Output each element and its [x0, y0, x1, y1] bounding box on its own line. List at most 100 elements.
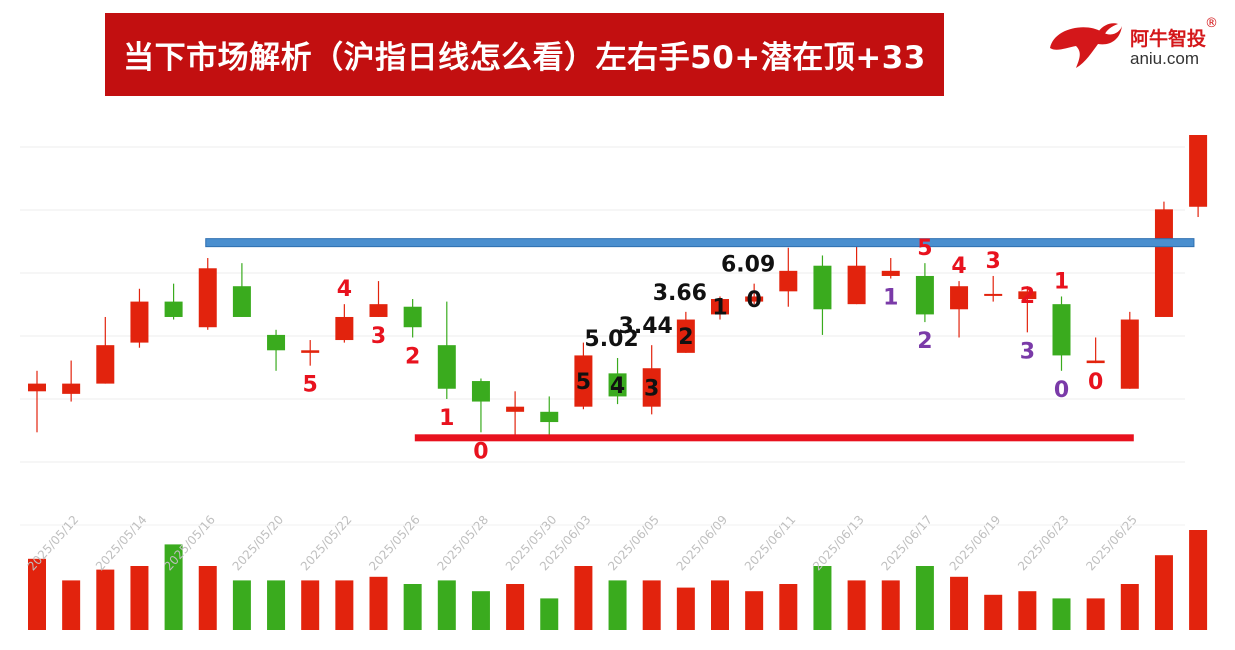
- candle-body: [950, 286, 969, 310]
- chart-annotation-label: 5: [917, 236, 932, 261]
- volume-bar: [267, 580, 286, 630]
- logo-site: aniu.com: [1130, 49, 1199, 68]
- candle-body: [1052, 304, 1071, 356]
- candle-body: [506, 406, 525, 412]
- registered-mark: ®: [1205, 16, 1218, 31]
- volume-bar: [779, 584, 798, 630]
- volume-bar: [335, 580, 354, 630]
- candle-body: [881, 270, 900, 276]
- volume-bar: [437, 580, 456, 630]
- volume-bar: [1189, 530, 1208, 630]
- volume-bar: [711, 580, 729, 630]
- volume-bar: [915, 566, 934, 630]
- candle-body: [471, 381, 490, 402]
- candle-body: [608, 373, 627, 397]
- candle-body: [984, 293, 1003, 296]
- candle-body: [403, 306, 422, 328]
- volume-bar: [950, 576, 969, 630]
- volume-bar: [1052, 598, 1071, 630]
- candle-body: [369, 304, 388, 317]
- logo-name: 阿牛智投: [1130, 28, 1207, 50]
- candle-body: [676, 319, 695, 353]
- x-tick-label: 2025/06/25: [1083, 513, 1140, 574]
- candle-body: [1154, 209, 1173, 317]
- x-tick-label: 2025/05/14: [93, 513, 150, 574]
- volume-bar: [676, 587, 695, 630]
- x-tick-label: 2025/06/13: [810, 513, 867, 574]
- candle-body: [847, 265, 866, 305]
- candle-body: [28, 383, 46, 392]
- x-tick-label: 2025/06/17: [878, 513, 935, 574]
- candle-body: [335, 316, 354, 341]
- volume-bar: [574, 566, 593, 630]
- volume-bar: [813, 566, 832, 630]
- chart-annotation-label: 2: [1020, 284, 1035, 309]
- volume-bar: [369, 576, 388, 630]
- volume-bar: [1018, 591, 1037, 630]
- candle-body: [1018, 291, 1037, 300]
- volume-bar: [506, 584, 525, 630]
- chart-annotation-label: 4: [337, 277, 352, 302]
- x-tick-label: 2025/06/05: [605, 513, 662, 574]
- bull-logo-icon: [1050, 23, 1122, 68]
- chart-annotation-label: 3.66: [653, 281, 707, 306]
- volume-bar: [847, 580, 866, 630]
- chart-annotation-label: 5: [303, 373, 318, 398]
- volume-bar: [198, 566, 217, 630]
- chart-annotation-label: 2: [917, 329, 932, 354]
- chart-annotation-label: 1: [883, 286, 898, 311]
- candle-body: [437, 345, 456, 389]
- volume-bar: [984, 594, 1003, 630]
- chart-annotation-label: 2: [405, 344, 420, 369]
- chart-annotation-label: 5: [576, 370, 591, 395]
- page-title: 当下市场解析（沪指日线怎么看）左右手50+潜在顶+33: [123, 40, 926, 76]
- chart-annotation-label: 1: [1054, 269, 1069, 294]
- candle-body: [301, 350, 320, 353]
- volume-bar: [62, 580, 81, 630]
- chart-annotation-label: 0: [1054, 378, 1069, 403]
- x-tick-label: 2025/05/12: [25, 513, 82, 574]
- x-tick-label: 2025/05/26: [366, 513, 423, 574]
- volume-bar: [403, 584, 422, 630]
- candle-body: [232, 286, 251, 317]
- candle-body: [745, 296, 764, 302]
- chart-annotation-label: 3: [986, 249, 1001, 274]
- chart-annotation-label: 0: [1088, 370, 1103, 395]
- volume-bar: [1154, 555, 1173, 630]
- volume-bar: [608, 580, 627, 630]
- volume-bar: [540, 598, 559, 630]
- brand-logo: 阿牛智投 ® aniu.com: [1040, 14, 1230, 74]
- support-line: [414, 434, 1134, 442]
- volume-bar: [232, 580, 251, 630]
- x-tick-label: 2025/05/20: [230, 513, 287, 574]
- volume-bar: [471, 591, 490, 630]
- candle-body: [267, 334, 286, 351]
- chart-annotation-label: 3.44: [619, 314, 673, 339]
- x-tick-label: 2025/06/09: [674, 513, 731, 574]
- chart-annotation-label: 1: [712, 296, 727, 321]
- candle-body: [915, 275, 934, 315]
- chart-annotation-label: 4: [951, 254, 966, 279]
- candle-body: [642, 368, 661, 407]
- chart-annotation-label: 6.09: [721, 253, 775, 278]
- chart-annotation-label: 4: [610, 374, 625, 399]
- chart-annotation-label: 2: [678, 325, 693, 350]
- chart-annotation-label: 1: [439, 406, 454, 431]
- x-tick-label: 2025/05/22: [298, 513, 355, 574]
- candle-body: [130, 301, 149, 343]
- candle-body: [779, 270, 798, 292]
- candle-body: [540, 411, 559, 423]
- chart-annotation-label: 0: [473, 439, 488, 464]
- chart-annotation-label: 0: [746, 288, 761, 313]
- volume-bar: [642, 580, 661, 630]
- x-tick-label: 2025/05/28: [434, 513, 491, 574]
- resistance-line: [205, 238, 1195, 248]
- volume-bar: [130, 566, 149, 630]
- x-tick-label: 2025/06/23: [1015, 513, 1072, 574]
- volume-bar: [1120, 584, 1139, 630]
- volume-bar: [745, 591, 764, 630]
- candle-body: [96, 345, 115, 384]
- volume-bar: [881, 580, 900, 630]
- candle-body: [164, 301, 183, 317]
